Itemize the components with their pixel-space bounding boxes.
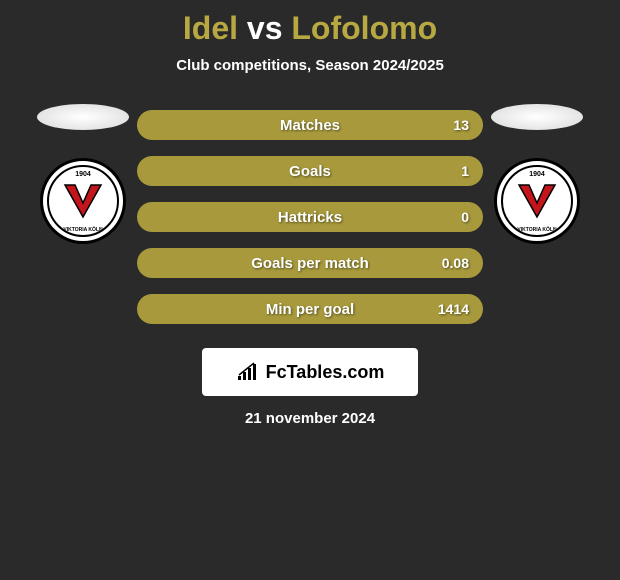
fctables-logo[interactable]: FcTables.com (202, 348, 418, 396)
badge-v-icon (61, 183, 105, 219)
stat-label: Hattricks (278, 209, 342, 226)
subtitle: Club competitions, Season 2024/2025 (0, 57, 620, 74)
stat-value: 1414 (438, 301, 469, 317)
stat-label: Matches (280, 117, 340, 134)
date-text: 21 november 2024 (0, 410, 620, 427)
club-badge-right: 1904 VIKTORIA KÖLN (494, 158, 580, 244)
logo-text: FcTables.com (266, 362, 385, 383)
title-player2: Lofolomo (291, 10, 437, 46)
stat-value: 0.08 (442, 255, 469, 271)
main-area: 1904 VIKTORIA KÖLN Matches 13 Goals 1 (0, 104, 620, 324)
chart-icon (236, 362, 260, 382)
left-column: 1904 VIKTORIA KÖLN (37, 104, 129, 244)
club-badge-inner: 1904 VIKTORIA KÖLN (501, 165, 573, 237)
page-title: Idel vs Lofolomo (0, 10, 620, 47)
club-badge-inner: 1904 VIKTORIA KÖLN (47, 165, 119, 237)
player-disc-left (37, 104, 129, 130)
stat-bar-mpg: Min per goal 1414 (137, 294, 483, 324)
right-column: 1904 VIKTORIA KÖLN (491, 104, 583, 244)
stat-value: 1 (461, 163, 469, 179)
stat-value: 0 (461, 209, 469, 225)
stat-bar-matches: Matches 13 (137, 110, 483, 140)
badge-name: VIKTORIA KÖLN (63, 227, 102, 233)
stat-bar-hattricks: Hattricks 0 (137, 202, 483, 232)
title-vs: vs (247, 10, 283, 46)
title-player1: Idel (183, 10, 238, 46)
badge-name: VIKTORIA KÖLN (517, 227, 556, 233)
stat-value: 13 (453, 117, 469, 133)
stat-bar-goals: Goals 1 (137, 156, 483, 186)
player-disc-right (491, 104, 583, 130)
stat-label: Min per goal (266, 301, 354, 318)
club-badge-left: 1904 VIKTORIA KÖLN (40, 158, 126, 244)
badge-year: 1904 (529, 171, 545, 178)
stats-column: Matches 13 Goals 1 Hattricks 0 Goals per… (137, 104, 483, 324)
stat-label: Goals per match (251, 255, 369, 272)
stat-label: Goals (289, 163, 331, 180)
badge-v-icon (515, 183, 559, 219)
badge-year: 1904 (75, 171, 91, 178)
stat-bar-gpm: Goals per match 0.08 (137, 248, 483, 278)
stats-card: Idel vs Lofolomo Club competitions, Seas… (0, 0, 620, 437)
